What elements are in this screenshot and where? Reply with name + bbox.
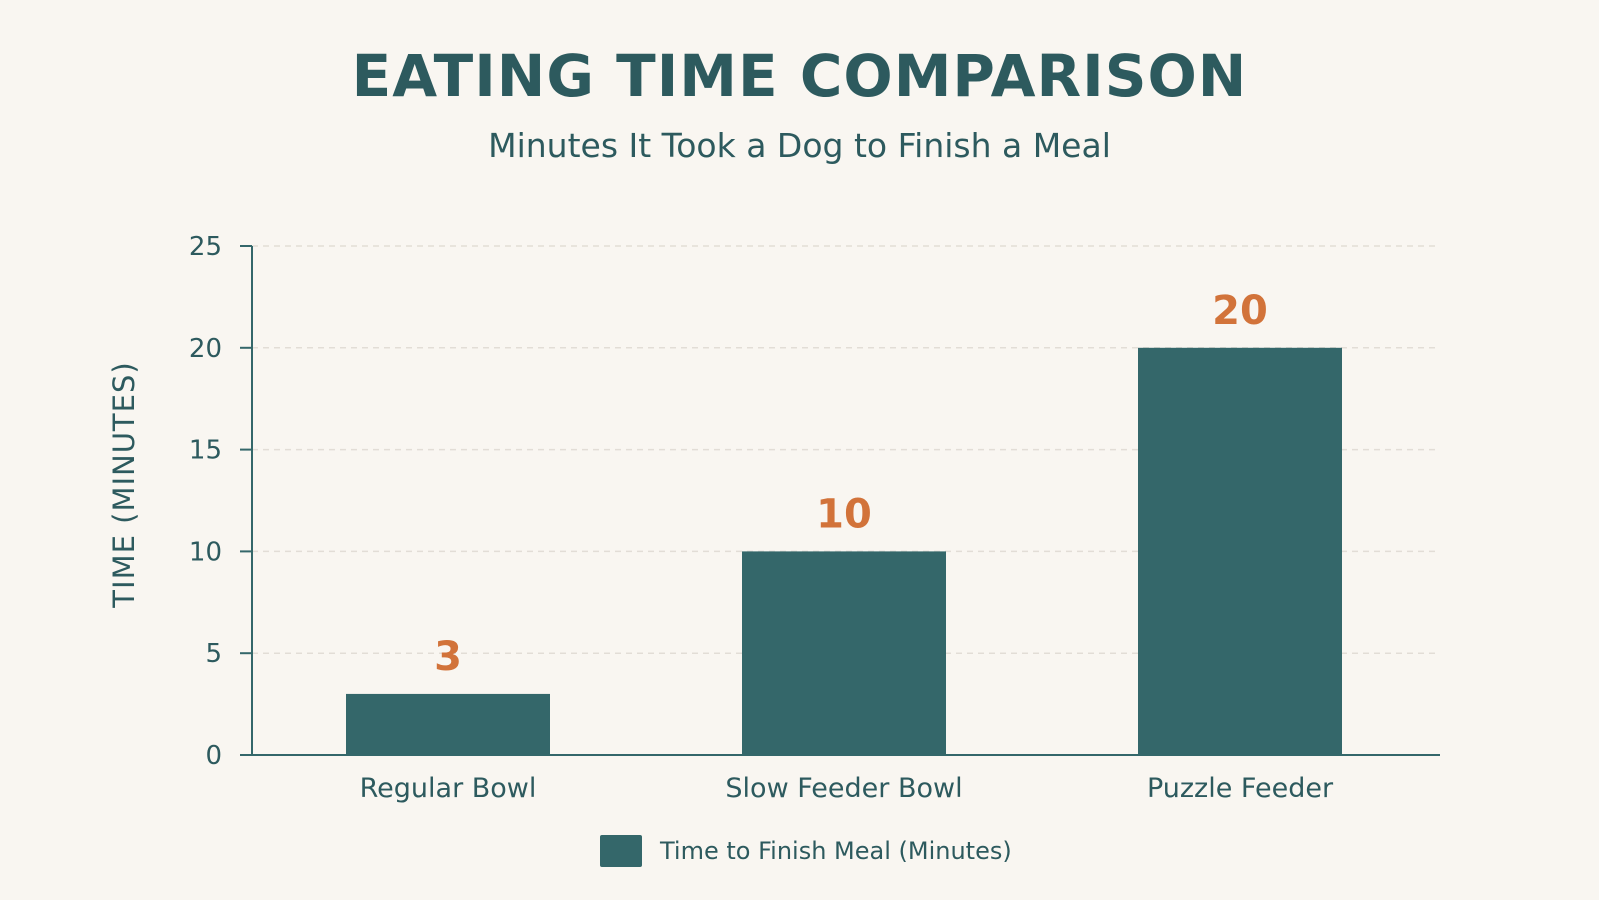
data-label: 20 <box>1212 288 1268 334</box>
axes <box>251 246 1440 756</box>
x-tick-label: Puzzle Feeder <box>1147 773 1334 804</box>
bar <box>742 551 946 755</box>
y-tick-label: 20 <box>189 334 222 364</box>
y-tick-label: 5 <box>205 639 222 669</box>
y-tick-label: 25 <box>189 232 222 262</box>
y-tick-labels: 0 5 10 15 20 25 <box>189 232 222 771</box>
x-tick-label: Slow Feeder Bowl <box>725 773 962 804</box>
x-tick-labels: Regular Bowl Slow Feeder Bowl Puzzle Feede… <box>360 773 1334 804</box>
legend-swatch <box>600 835 642 867</box>
y-tick-label: 15 <box>189 436 222 466</box>
data-label: 3 <box>434 634 462 680</box>
legend-label: Time to Finish Meal (Minutes) <box>660 837 1012 865</box>
y-tick-label: 0 <box>205 741 222 771</box>
chart-title: EATING TIME COMPARISON <box>351 42 1248 110</box>
data-label: 10 <box>816 491 872 537</box>
y-axis-label: TIME (MINUTES) <box>107 361 141 608</box>
x-tick-label: Regular Bowl <box>360 773 537 804</box>
y-tick-label: 10 <box>189 537 222 567</box>
bars <box>346 347 1342 755</box>
legend: Time to Finish Meal (Minutes) <box>600 834 1012 868</box>
data-labels: 3 10 20 <box>434 288 1268 680</box>
bar <box>1138 347 1342 755</box>
bar <box>346 693 550 755</box>
chart-subtitle: Minutes It Took a Dog to Finish a Meal <box>488 126 1111 165</box>
